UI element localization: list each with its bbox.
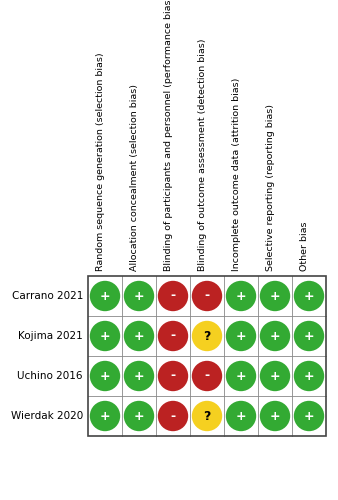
Text: +: + xyxy=(134,290,144,302)
Text: Blinding of outcome assessment (detection bias): Blinding of outcome assessment (detectio… xyxy=(198,38,207,271)
Text: Incomplete outcome data (attrition bias): Incomplete outcome data (attrition bias) xyxy=(232,78,241,271)
Text: Allocation concealment (selection bias): Allocation concealment (selection bias) xyxy=(130,84,139,271)
Text: +: + xyxy=(100,290,110,302)
Ellipse shape xyxy=(158,281,188,311)
Text: +: + xyxy=(304,370,314,382)
Ellipse shape xyxy=(294,281,324,311)
Text: Selective reporting (reporting bias): Selective reporting (reporting bias) xyxy=(266,104,275,271)
Ellipse shape xyxy=(192,401,222,431)
Ellipse shape xyxy=(124,321,154,351)
Text: Uchino 2016: Uchino 2016 xyxy=(18,371,83,381)
Text: -: - xyxy=(204,370,210,382)
Ellipse shape xyxy=(158,361,188,391)
Text: Random sequence generation (selection bias): Random sequence generation (selection bi… xyxy=(96,52,105,271)
Ellipse shape xyxy=(226,281,256,311)
Text: +: + xyxy=(304,330,314,342)
Ellipse shape xyxy=(260,361,290,391)
Ellipse shape xyxy=(90,281,120,311)
Text: +: + xyxy=(270,370,280,382)
Ellipse shape xyxy=(226,401,256,431)
Bar xyxy=(88,276,326,436)
Text: -: - xyxy=(170,330,175,342)
Text: Kojima 2021: Kojima 2021 xyxy=(18,331,83,341)
Text: Carrano 2021: Carrano 2021 xyxy=(11,291,83,301)
Ellipse shape xyxy=(124,361,154,391)
Text: Other bias: Other bias xyxy=(300,222,309,271)
Text: +: + xyxy=(270,290,280,302)
Ellipse shape xyxy=(192,361,222,391)
Text: +: + xyxy=(270,330,280,342)
Text: -: - xyxy=(170,290,175,302)
Ellipse shape xyxy=(192,321,222,351)
Text: +: + xyxy=(236,330,246,342)
Text: +: + xyxy=(270,410,280,422)
Ellipse shape xyxy=(124,281,154,311)
Ellipse shape xyxy=(294,401,324,431)
Ellipse shape xyxy=(192,281,222,311)
Text: +: + xyxy=(100,370,110,382)
Text: +: + xyxy=(134,330,144,342)
Text: +: + xyxy=(134,410,144,422)
Ellipse shape xyxy=(260,321,290,351)
Text: ?: ? xyxy=(203,410,211,422)
Ellipse shape xyxy=(260,401,290,431)
Text: -: - xyxy=(204,290,210,302)
Ellipse shape xyxy=(124,401,154,431)
Ellipse shape xyxy=(294,361,324,391)
Ellipse shape xyxy=(294,321,324,351)
Ellipse shape xyxy=(90,361,120,391)
Text: +: + xyxy=(100,410,110,422)
Text: +: + xyxy=(236,370,246,382)
Text: Blinding of participants and personnel (performance bias): Blinding of participants and personnel (… xyxy=(164,0,173,271)
Text: +: + xyxy=(236,410,246,422)
Text: -: - xyxy=(170,410,175,422)
Text: +: + xyxy=(134,370,144,382)
Ellipse shape xyxy=(158,401,188,431)
Text: ?: ? xyxy=(203,330,211,342)
Ellipse shape xyxy=(260,281,290,311)
Ellipse shape xyxy=(90,321,120,351)
Text: -: - xyxy=(170,370,175,382)
Ellipse shape xyxy=(90,401,120,431)
Ellipse shape xyxy=(158,321,188,351)
Ellipse shape xyxy=(226,321,256,351)
Text: +: + xyxy=(100,330,110,342)
Ellipse shape xyxy=(226,361,256,391)
Text: Wierdak 2020: Wierdak 2020 xyxy=(11,411,83,421)
Text: +: + xyxy=(304,410,314,422)
Text: +: + xyxy=(304,290,314,302)
Text: +: + xyxy=(236,290,246,302)
